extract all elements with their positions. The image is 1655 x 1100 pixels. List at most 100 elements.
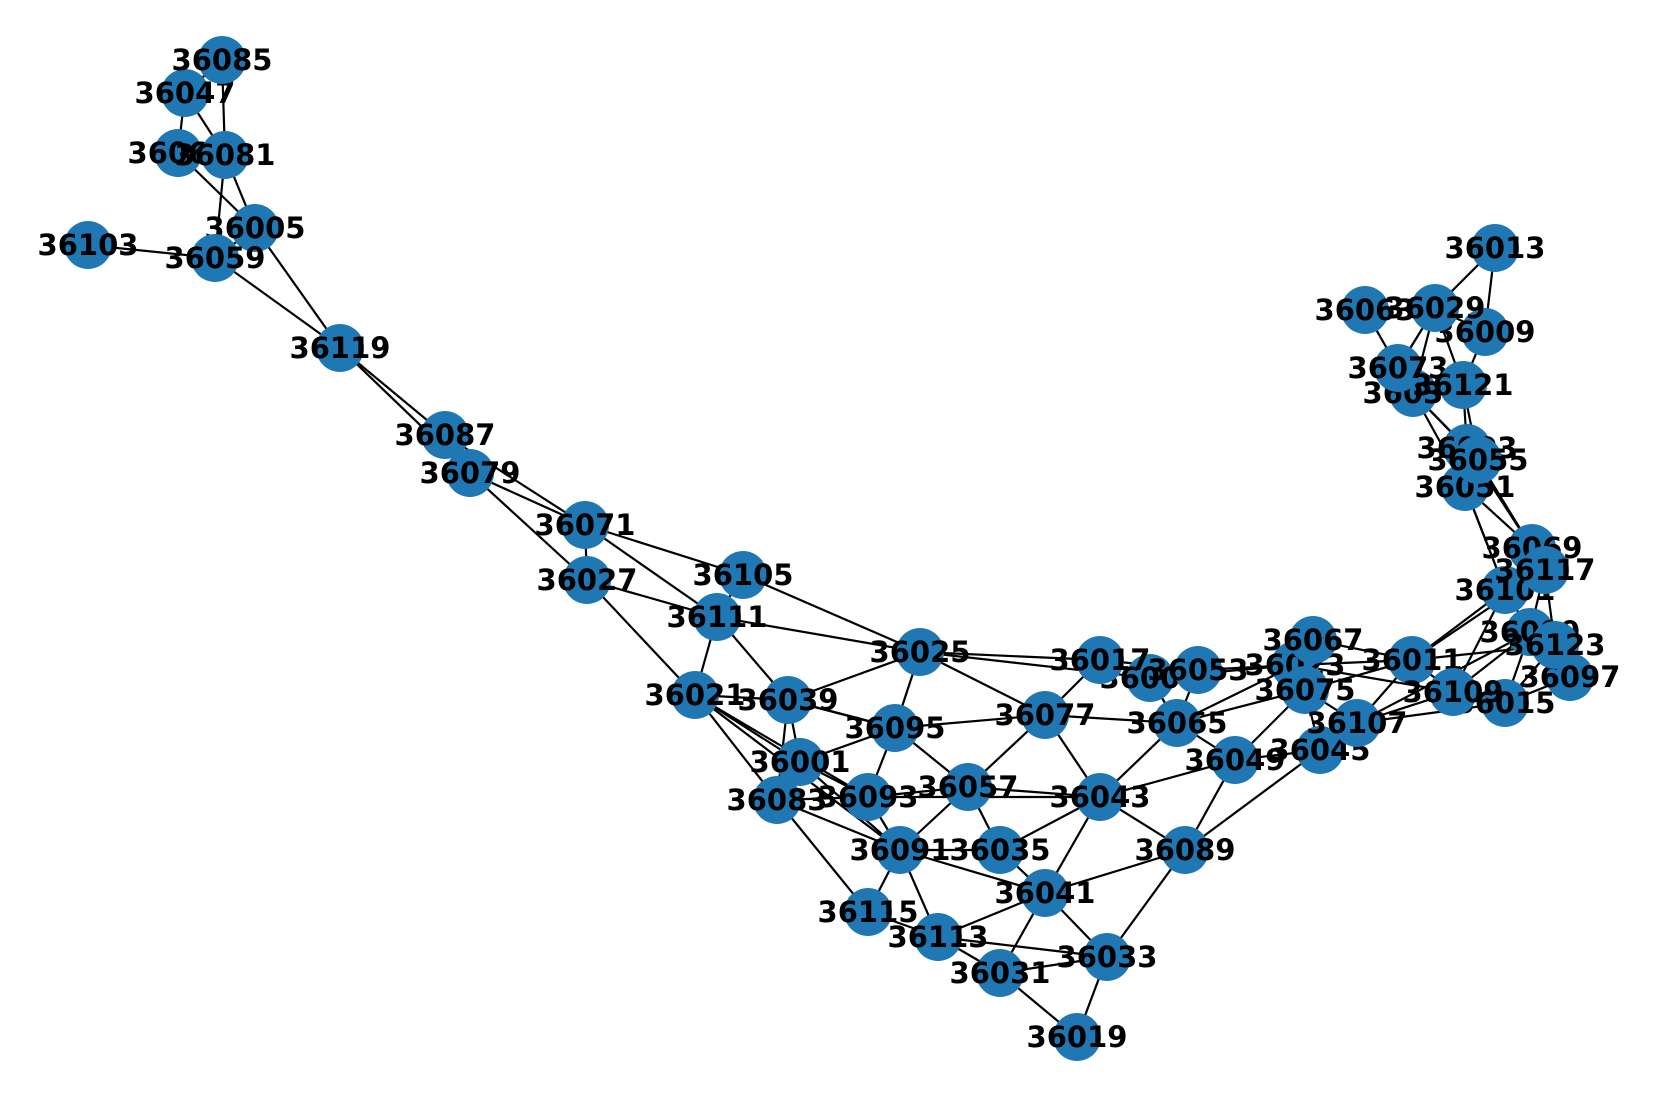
node-36027: 36027 <box>537 556 637 604</box>
node-circle-36019 <box>1053 1013 1101 1061</box>
edge-36095-36077 <box>894 713 1046 730</box>
node-label-36001: 36001 <box>750 745 851 779</box>
node-circle-36027 <box>563 556 611 604</box>
node-label-36095: 36095 <box>845 711 946 745</box>
node-circle-36083 <box>753 776 801 824</box>
node-36077: 36077 <box>995 691 1096 739</box>
node-36057: 36057 <box>918 763 1019 811</box>
node-circle-36085 <box>198 36 246 84</box>
edge-36025-36017 <box>919 650 1101 662</box>
node-36045: 36045 <box>1270 726 1370 774</box>
node-label-36115: 36115 <box>818 895 919 929</box>
node-36065: 36065 <box>1127 699 1228 747</box>
node-36059: 36059 <box>165 234 266 282</box>
node-36035: 36035 <box>950 826 1051 874</box>
node-36041: 36041 <box>995 869 1096 917</box>
node-36021: 36021 <box>645 671 745 719</box>
node-circle-36111 <box>693 593 741 641</box>
node-36121: 36121 <box>1413 361 1514 409</box>
node-circle-36059 <box>191 234 239 282</box>
node-circle-36093 <box>844 773 892 821</box>
node-label-36039: 36039 <box>738 683 839 717</box>
node-label-36121: 36121 <box>1413 368 1514 402</box>
node-36103: 36103 <box>38 221 139 269</box>
node-circle-36015 <box>1481 679 1529 727</box>
node-36019: 36019 <box>1027 1013 1128 1061</box>
node-label-36065: 36065 <box>1127 706 1228 740</box>
node-36083: 36083 <box>727 776 828 824</box>
node-circle-36123 <box>1531 621 1579 669</box>
node-36053: 36053 <box>1148 646 1249 694</box>
node-circle-36063 <box>1341 286 1389 334</box>
node-circle-36025 <box>896 628 944 676</box>
node-label-36019: 36019 <box>1027 1020 1128 1054</box>
node-circle-36113 <box>914 913 962 961</box>
node-circle-36065 <box>1153 699 1201 747</box>
node-circle-36079 <box>446 449 494 497</box>
node-circle-36031 <box>976 949 1024 997</box>
node-circle-36013 <box>1471 224 1519 272</box>
node-36073: 36073 <box>1348 344 1448 392</box>
node-circle-36035 <box>976 826 1024 874</box>
node-circle-36029 <box>1411 284 1459 332</box>
node-label-36057: 36057 <box>918 770 1019 804</box>
node-36089: 36089 <box>1135 826 1235 874</box>
node-circle-36045 <box>1296 726 1344 774</box>
node-label-36035: 36035 <box>950 833 1051 867</box>
node-circle-36061 <box>154 129 202 177</box>
node-circle-36039 <box>764 676 812 724</box>
node-circle-36101 <box>1481 566 1529 614</box>
edge-36105-36025 <box>742 573 921 654</box>
node-label-36113: 36113 <box>888 920 989 954</box>
edge-36091-36041 <box>899 848 1046 895</box>
node-36117: 36117 <box>1495 546 1595 594</box>
edge-36083-36115 <box>776 799 869 913</box>
edge-36005-36119 <box>254 227 341 349</box>
node-36091: 36091 <box>850 826 950 874</box>
node-circle-36005 <box>231 204 279 252</box>
node-36055: 36055 <box>1428 436 1528 484</box>
node-circle-36105 <box>719 551 767 599</box>
node-36043: 36043 <box>1050 773 1150 821</box>
node-circle-36073 <box>1374 344 1422 392</box>
node-label-36041: 36041 <box>995 876 1096 910</box>
node-circle-36107 <box>1333 699 1381 747</box>
node-36039: 36039 <box>738 676 839 724</box>
node-circle-36071 <box>561 501 609 549</box>
node-circle-36001 <box>776 738 824 786</box>
edges-layer <box>87 59 1571 1038</box>
node-circle-36009 <box>1461 308 1509 356</box>
node-label-36103: 36103 <box>38 228 139 262</box>
edge-36079-36027 <box>469 472 588 581</box>
node-label-36053: 36053 <box>1148 653 1249 687</box>
node-label-36111: 36111 <box>667 600 768 634</box>
node-circle-36087 <box>421 411 469 459</box>
node-36085: 36085 <box>172 36 272 84</box>
edge-36113-36033 <box>937 935 1108 959</box>
node-36049: 36049 <box>1185 736 1285 784</box>
node-label-36031: 36031 <box>950 956 1051 990</box>
edge-36071-36105 <box>584 523 744 577</box>
node-circle-36041 <box>1021 869 1069 917</box>
node-36029: 36029 <box>1385 284 1486 332</box>
node-circle-36033 <box>1083 933 1131 981</box>
node-label-36077: 36077 <box>995 698 1096 732</box>
node-circle-36067 <box>1289 616 1337 664</box>
node-36013: 36013 <box>1445 224 1546 272</box>
node-circle-36095 <box>871 704 919 752</box>
node-label-36075: 36075 <box>1255 673 1356 707</box>
node-36001: 36001 <box>750 738 851 786</box>
node-label-36083: 36083 <box>727 783 828 817</box>
node-label-36079: 36079 <box>420 456 521 490</box>
edge-36007-36023 <box>1149 663 1296 680</box>
node-label-36097: 36097 <box>1520 660 1621 694</box>
node-label-36013: 36013 <box>1445 231 1546 265</box>
node-36009: 36009 <box>1435 308 1535 356</box>
node-label-36119: 36119 <box>290 331 391 365</box>
node-circle-36075 <box>1281 666 1329 714</box>
node-36095: 36095 <box>845 704 946 752</box>
node-circle-36057 <box>944 763 992 811</box>
node-label-36029: 36029 <box>1385 291 1486 325</box>
node-label-36059: 36059 <box>165 241 266 275</box>
node-36111: 36111 <box>667 593 768 641</box>
